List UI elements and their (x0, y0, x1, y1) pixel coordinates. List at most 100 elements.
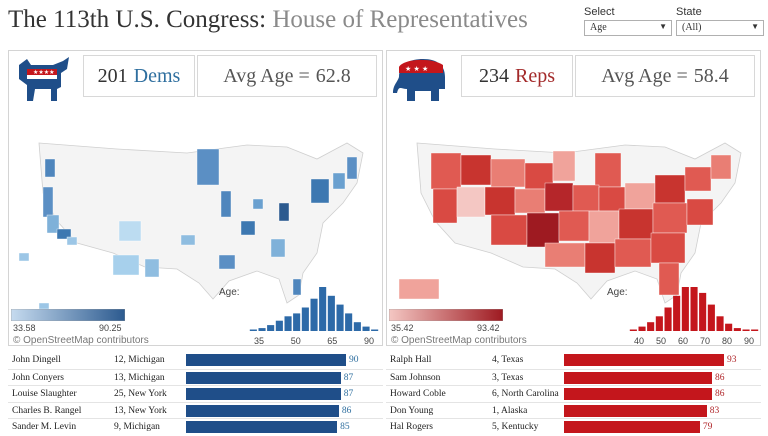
rep-hist-bar (690, 287, 698, 331)
select-filter-label: Select (584, 6, 615, 18)
rep-list-row[interactable]: Ralph Hall 4, Texas 93 (386, 352, 761, 369)
rep-list-row[interactable]: Howard Coble 6, North Carolina 86 (386, 385, 761, 402)
rep-hist-bar (655, 316, 663, 331)
dem-legend-min: 33.58 (13, 323, 36, 333)
dem-hist-bar (258, 328, 266, 331)
dem-age-histogram: 35 50 65 90 (249, 287, 379, 346)
select-filter: Select Age ▼ (584, 6, 672, 36)
district-label: 9, Michigan (114, 422, 160, 432)
representative-name: Hal Rogers (390, 422, 434, 432)
title-main: The 113th U.S. Congress: (8, 6, 267, 33)
dem-list-row[interactable]: Charles B. Rangel 13, New York 86 (8, 401, 383, 419)
age-value: 87 (343, 389, 354, 399)
district-label: 3, Texas (492, 372, 524, 383)
dem-hist-bar (353, 322, 361, 331)
dem-panel: ★★★★ 201 Dems Avg Age = 62.8 (8, 50, 383, 346)
representative-name: Ralph Hall (390, 355, 432, 365)
dem-districts (18, 148, 358, 310)
rep-hist-tick-label: 90 (744, 336, 754, 346)
dem-party-label: Dems (133, 64, 181, 87)
dem-hist-bar (301, 307, 309, 331)
chevron-down-icon: ▼ (659, 22, 667, 31)
rep-avg-age-label: Avg Age = (601, 64, 688, 87)
district-label: 12, Michigan (114, 355, 165, 365)
state-filter-label: State (676, 6, 702, 18)
rep-hist-bar (681, 287, 689, 331)
rep-hist-bar (716, 316, 724, 331)
dem-count: 201 (97, 64, 128, 87)
district-label: 4, Texas (492, 355, 524, 365)
representative-name: John Conyers (12, 372, 64, 383)
state-dropdown-value: (All) (682, 22, 702, 33)
rep-count: 234 (479, 64, 509, 87)
district-label: 25, New York (114, 389, 167, 399)
dem-hist-bar (275, 320, 283, 331)
rep-hist-bar (638, 326, 646, 331)
page-title: The 113th U.S. Congress: House of Repres… (8, 6, 528, 34)
dem-hist-bar (319, 287, 327, 331)
state-filter: State (All) ▼ (676, 6, 764, 36)
age-bar (186, 388, 341, 400)
dem-hist-bar (371, 329, 379, 331)
representative-name: Charles B. Rangel (12, 405, 82, 416)
rep-hist-bar (707, 304, 715, 331)
rep-hist-tick-label: 40 (634, 336, 644, 346)
rep-legend-min: 35.42 (391, 323, 414, 333)
rep-count-box: 234 Reps (461, 55, 573, 97)
rep-hist-label: Age: (607, 287, 628, 298)
dem-list-row[interactable]: John Dingell 12, Michigan 90 (8, 352, 383, 369)
dem-legend-max: 90.25 (99, 323, 122, 333)
rep-hist-bar (673, 295, 681, 331)
donkey-icon: ★★★★ (19, 57, 69, 101)
osm-attribution: © OpenStreetMap contributors (391, 335, 527, 346)
rep-panel: ★ ★ ★ 234 Reps Avg Age = 58.4 (386, 50, 761, 346)
dem-list-row[interactable]: Sander M. Levin 9, Michigan 85 (8, 418, 383, 435)
select-dropdown-value: Age (590, 22, 607, 33)
age-value: 86 (341, 405, 352, 416)
district-label: 13, New York (114, 405, 167, 416)
rep-hist-bar (742, 329, 750, 331)
age-value: 79 (702, 422, 713, 432)
dem-avg-age-box: Avg Age = 62.8 (197, 55, 377, 97)
rep-list-row[interactable]: Don Young 1, Alaska 83 (386, 401, 761, 419)
age-value: 93 (727, 355, 737, 365)
rep-hist-bar (629, 329, 637, 331)
age-bar (186, 354, 346, 366)
elephant-icon: ★ ★ ★ (393, 59, 445, 101)
age-bar (186, 421, 338, 433)
age-value: 90 (349, 355, 359, 365)
age-bar (564, 354, 724, 366)
select-dropdown[interactable]: Age ▼ (584, 20, 672, 36)
osm-attribution: © OpenStreetMap contributors (13, 335, 149, 346)
rep-list-row[interactable]: Sam Johnson 3, Texas 86 (386, 368, 761, 386)
dem-district-map[interactable] (17, 103, 377, 313)
rep-oldest-list: Ralph Hall 4, Texas 93 Sam Johnson 3, Texas 8… (386, 352, 761, 435)
dem-avg-age-value: 62.8 (315, 64, 351, 87)
dem-hist-bar (345, 313, 353, 331)
dem-hist-tick-label: 90 (364, 336, 374, 346)
representative-name: Louise Slaughter (12, 389, 77, 399)
rep-color-legend (389, 309, 503, 321)
representative-name: Howard Coble (390, 389, 446, 399)
rep-avg-age-value: 58.4 (693, 64, 729, 87)
age-bar (186, 371, 341, 384)
dem-list-row[interactable]: John Conyers 13, Michigan 87 (8, 368, 383, 386)
age-bar (564, 388, 712, 400)
age-bar (564, 421, 700, 433)
dem-hist-bar (267, 325, 275, 331)
age-value: 85 (340, 422, 350, 432)
representative-name: Sander M. Levin (12, 422, 77, 432)
rep-hist-bar (751, 329, 759, 331)
svg-text:★ ★ ★: ★ ★ ★ (405, 65, 428, 73)
dem-list-row[interactable]: Louise Slaughter 25, New York 87 (8, 385, 383, 402)
dem-hist-bar (362, 326, 370, 331)
rep-avg-age-box: Avg Age = 58.4 (575, 55, 755, 97)
dem-hist-tick-label: 50 (291, 336, 301, 346)
district-label: 6, North Carolina (492, 389, 559, 399)
rep-hist-bar (647, 322, 655, 331)
rep-list-row[interactable]: Hal Rogers 5, Kentucky 79 (386, 418, 761, 435)
rep-district-map[interactable] (395, 103, 755, 313)
state-dropdown[interactable]: (All) ▼ (676, 20, 764, 36)
dem-avg-age-label: Avg Age = (223, 64, 310, 87)
rep-hist-bar (733, 328, 741, 331)
